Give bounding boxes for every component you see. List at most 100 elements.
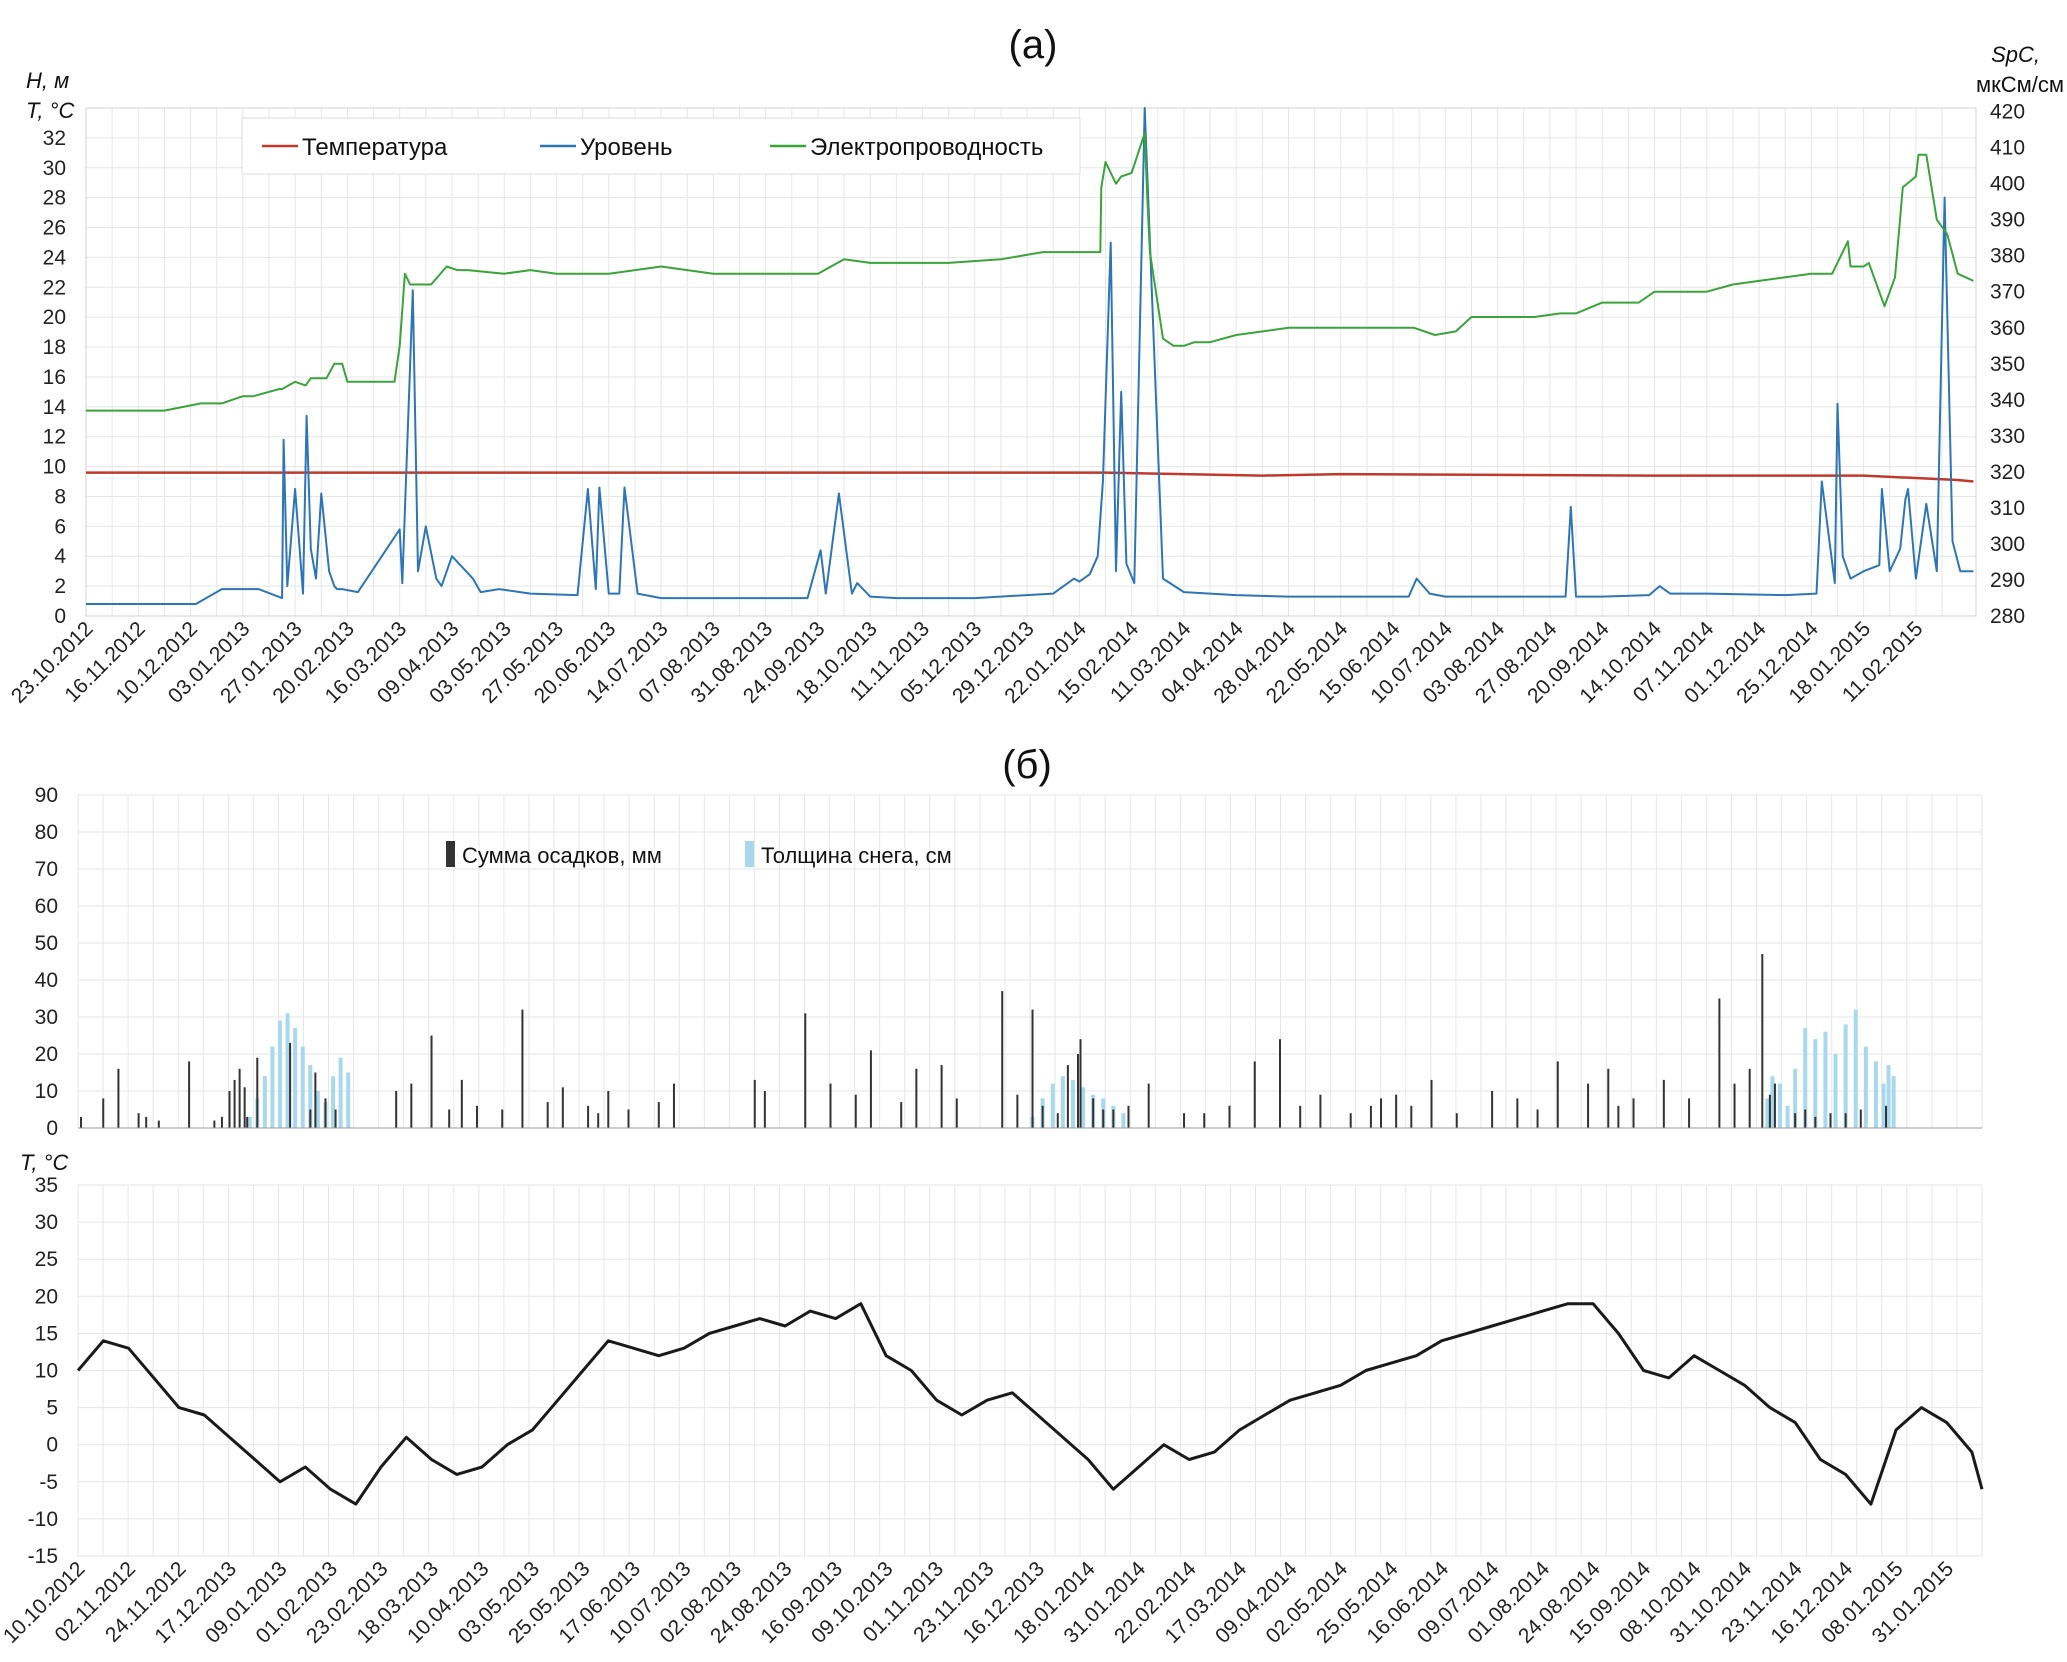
snow-bar: [1121, 1113, 1126, 1128]
precip-y-tick-label: 80: [35, 821, 58, 844]
snow-bar: [1886, 1065, 1891, 1128]
snow-bar: [1785, 1105, 1790, 1128]
precip-bar: [1455, 1113, 1458, 1128]
snow-bar: [1813, 1039, 1818, 1128]
precip-bar: [940, 1065, 943, 1128]
precip-bar: [1688, 1098, 1691, 1128]
precip-bar: [1001, 991, 1004, 1128]
precip-bar: [1607, 1068, 1610, 1128]
precip-bar: [334, 1109, 337, 1128]
level-line: [86, 107, 1974, 605]
legend-temperature-label: Температура: [302, 134, 448, 161]
y-left-tick-label: 12: [43, 426, 66, 449]
precip-bar: [1369, 1105, 1372, 1128]
y-left-tick-label: 6: [54, 515, 66, 538]
precip-bar: [1814, 1116, 1817, 1128]
snow-bar: [1777, 1083, 1782, 1128]
precip-bar: [1617, 1105, 1620, 1128]
precip-bar: [1066, 1065, 1069, 1128]
precip-bar: [1768, 1094, 1771, 1128]
y-left-tick-label: 20: [43, 306, 66, 329]
legend-a: Температура Уровень Электропроводность: [241, 117, 1081, 175]
precip-bar: [1761, 954, 1764, 1128]
snow-bar: [1863, 1046, 1868, 1128]
y-right-tick-label: 310: [1990, 497, 2025, 520]
y-right-title-spc: SpC,: [1991, 42, 2040, 67]
precip-bar: [829, 1083, 832, 1128]
precip-bar: [1410, 1105, 1413, 1128]
legend-conductivity-label: Электропроводность: [810, 134, 1043, 161]
precip-bar: [1041, 1105, 1044, 1128]
precip-bar: [1536, 1109, 1539, 1128]
y-left-tick-label: 8: [54, 485, 66, 508]
precip-bar: [521, 1009, 524, 1128]
panel-b-precip: 0 10 20 30 40 50 60 70 80 90 Сумма осадков, мм То…: [35, 784, 1983, 1140]
panel-a-title: (a): [1009, 23, 1058, 67]
y-right-tick-label: 280: [1990, 605, 2025, 628]
y-right-tick-label: 330: [1990, 425, 2025, 448]
precip-bar: [102, 1098, 105, 1128]
precip-y-tick-label: 40: [35, 969, 58, 992]
precip-bar: [1349, 1113, 1352, 1128]
y-left-tick-label: 30: [43, 157, 66, 180]
y-right-tick-label: 420: [1990, 101, 2025, 124]
conductivity-line: [86, 132, 1974, 412]
y-left-tick-label: 10: [43, 456, 66, 479]
panel-b-title: (б): [1002, 743, 1052, 787]
y-left-tick-label: 22: [43, 276, 66, 299]
precip-bar: [1147, 1083, 1150, 1128]
y-right-title-unit: мкСм/см: [1976, 72, 2064, 97]
precip-bar: [657, 1102, 660, 1128]
y-right-tick-label: 350: [1990, 353, 2025, 376]
y-left-tick-label: 2: [54, 575, 66, 598]
precip-bar: [501, 1109, 504, 1128]
y-left-tick-label: 4: [54, 545, 66, 568]
precip-bar: [1031, 1009, 1034, 1128]
precip-bar: [1430, 1079, 1433, 1128]
temperature-line: [86, 471, 1974, 483]
precip-bar: [1662, 1079, 1665, 1128]
precip-bar: [395, 1091, 398, 1128]
snow-bar: [270, 1046, 275, 1128]
legend-precip-label: Сумма осадков, мм: [462, 843, 662, 868]
y-right-tick-label: 390: [1990, 209, 2025, 232]
snow-bar: [285, 1013, 290, 1128]
precip-bar: [1516, 1098, 1519, 1128]
snow-bar: [1891, 1076, 1896, 1128]
legend-snow-swatch: [745, 841, 754, 867]
precip-bar: [1632, 1098, 1635, 1128]
snow-bar: [1833, 1054, 1838, 1128]
precip-bar: [1092, 1098, 1095, 1128]
air-temp-y-tick-label: 10: [35, 1360, 58, 1383]
precip-bar: [157, 1120, 160, 1128]
y-left-tick-label: 32: [43, 127, 66, 150]
precip-bar: [1380, 1098, 1383, 1128]
precip-bar: [117, 1068, 120, 1128]
precip-bar: [915, 1068, 918, 1128]
snow-bar: [1873, 1061, 1878, 1128]
legend-b: Сумма осадков, мм Толщина снега, см: [446, 841, 952, 868]
precip-y-tick-label: 60: [35, 895, 58, 918]
y-left-tick-label: 0: [54, 605, 66, 628]
precip-bar: [1718, 998, 1721, 1128]
precip-bar: [233, 1079, 236, 1128]
precip-bar: [228, 1091, 231, 1128]
precip-bar: [1844, 1113, 1847, 1128]
snow-bar: [1843, 1024, 1848, 1128]
precip-y-tick-label: 10: [35, 1080, 58, 1103]
precip-y-tick-label: 50: [35, 932, 58, 955]
snow-bar: [247, 1116, 252, 1128]
air-temp-y-tick-label: -10: [28, 1508, 58, 1531]
air-temp-y-tick-label: 20: [35, 1285, 58, 1308]
precip-bar: [753, 1079, 756, 1128]
air-temp-axis-title: T, °C: [20, 1150, 68, 1175]
snow-bar: [308, 1065, 313, 1128]
snow-bar: [1050, 1083, 1055, 1128]
y-right-tick-label: 380: [1990, 245, 2025, 268]
precip-y-tick-label: 20: [35, 1043, 58, 1066]
precip-bar: [607, 1091, 610, 1128]
y-right-tick-label: 320: [1990, 461, 2025, 484]
y-right-tick-label: 410: [1990, 137, 2025, 160]
snow-bar: [315, 1091, 320, 1128]
